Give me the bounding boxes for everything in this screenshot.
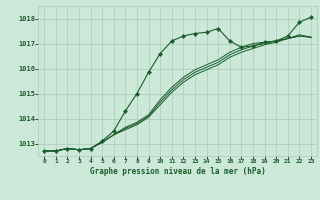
X-axis label: Graphe pression niveau de la mer (hPa): Graphe pression niveau de la mer (hPa) xyxy=(90,167,266,176)
